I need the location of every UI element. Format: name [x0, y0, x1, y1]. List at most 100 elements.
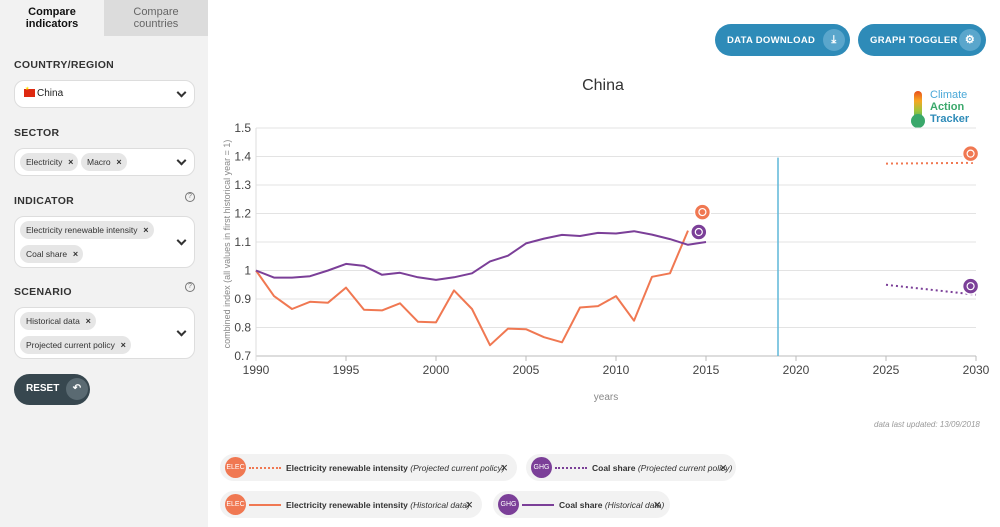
chevron-down-icon	[176, 155, 187, 166]
legend-item-coal-projected[interactable]: GHG Coal share (Projected current policy…	[526, 454, 736, 481]
pill-close-icon[interactable]: ×	[120, 340, 126, 350]
legend-close-icon[interactable]: ×	[653, 497, 661, 512]
download-icon: ⤓	[823, 29, 845, 51]
pill-label: Electricity	[26, 157, 63, 167]
legend-label: Coal share (Historical data)	[559, 500, 665, 510]
y-tick-label: 1	[244, 264, 251, 278]
pill-label: Projected current policy	[26, 340, 115, 350]
graph-toggler-button[interactable]: GRAPH TOGGLER ⚙	[858, 24, 986, 56]
toggler-label: GRAPH TOGGLER	[870, 35, 958, 46]
legend-item-coal-historical[interactable]: GHG Coal share (Historical data) ×	[493, 491, 670, 518]
logo-line2: Action	[930, 101, 965, 113]
series-line	[255, 230, 707, 281]
series-marker-glyph	[966, 149, 975, 158]
reset-button[interactable]: RESET ↶	[14, 374, 90, 405]
tab-compare-indicators[interactable]: Compare indicators	[0, 0, 104, 36]
country-label: COUNTRY/REGION	[14, 59, 115, 71]
series-marker-glyph	[966, 282, 975, 291]
pill-close-icon[interactable]: ×	[72, 249, 79, 259]
chart-title: China	[582, 77, 624, 94]
sector-select[interactable]: Electricity × Macro ×	[14, 148, 195, 176]
legend-label: Electricity renewable intensity (Project…	[286, 463, 505, 473]
y-axis-label: combined index (all values in first hist…	[222, 140, 232, 349]
ghg-icon: GHG	[531, 457, 552, 478]
indicator-pill-renewable: Electricity renewable intensity ×	[20, 221, 154, 239]
legend-swatch	[249, 467, 281, 469]
electricity-pylon-icon: ELEC	[225, 494, 246, 515]
indicator-select[interactable]: Electricity renewable intensity × Coal sh…	[14, 216, 195, 268]
series-marker	[693, 203, 712, 221]
undo-icon: ↶	[66, 378, 88, 400]
download-label: DATA DOWNLOAD	[727, 35, 816, 46]
pill-close-icon[interactable]: ×	[143, 225, 149, 235]
legend-swatch	[249, 504, 281, 506]
legend-item-elec-historical[interactable]: ELEC Electricity renewable intensity (Hi…	[220, 491, 482, 518]
tab-label: Compare countries	[133, 6, 179, 30]
ghg-icon: GHG	[498, 494, 519, 515]
pill-close-icon[interactable]: ×	[116, 157, 122, 167]
x-tick-label: 2005	[513, 363, 540, 377]
x-axis-label: years	[594, 392, 618, 403]
climate-action-tracker-logo: Climate Action Tracker	[910, 88, 990, 128]
x-tick-label: 2025	[873, 363, 900, 377]
series-line	[255, 230, 689, 347]
x-tick-label: 2030	[963, 363, 990, 377]
sector-label: SECTOR	[14, 127, 60, 139]
legend-swatch	[522, 504, 554, 506]
data-download-button[interactable]: DATA DOWNLOAD ⤓	[715, 24, 850, 56]
pill-close-icon[interactable]: ×	[85, 316, 91, 326]
gear-icon: ⚙	[959, 29, 981, 51]
x-tick-label: 2010	[603, 363, 630, 377]
y-tick-label: 0.7	[234, 349, 251, 363]
pill-label: Macro	[87, 157, 111, 167]
legend-item-elec-projected[interactable]: ELEC Electricity renewable intensity (Pr…	[220, 454, 517, 481]
legend-swatch	[555, 467, 587, 469]
y-tick-label: 1.4	[234, 150, 251, 164]
help-icon[interactable]: ?	[185, 282, 195, 292]
x-tick-label: 1995	[333, 363, 360, 377]
y-tick-label: 1.3	[234, 178, 251, 192]
series-marker	[961, 277, 980, 295]
pill-label: Coal share	[26, 249, 68, 259]
series-line	[885, 283, 977, 296]
legend-label: Coal share (Projected current policy)	[592, 463, 733, 473]
pill-close-icon[interactable]: ×	[68, 157, 74, 167]
chevron-down-icon	[176, 326, 187, 337]
indicator-pill-coal: Coal share ×	[20, 245, 84, 263]
scenario-select[interactable]: Historical data × Projected current polic…	[14, 307, 195, 359]
china-flag-icon	[24, 86, 35, 97]
tab-label: Compare indicators	[25, 6, 79, 30]
series-marker-glyph	[694, 227, 703, 237]
pill-label: Electricity renewable intensity	[26, 225, 138, 235]
legend-close-icon[interactable]: ×	[719, 460, 727, 475]
thermometer-icon	[914, 91, 922, 121]
sector-pill-macro: Macro ×	[81, 153, 127, 171]
y-tick-label: 1.5	[234, 121, 251, 135]
y-tick-label: 0.9	[234, 292, 251, 306]
scenario-pill-historical: Historical data ×	[20, 312, 96, 330]
sidebar: Compare indicators Compare countries COU…	[0, 0, 208, 527]
pill-label: Historical data	[26, 316, 80, 326]
country-value: China	[37, 88, 64, 99]
thermometer-bulb	[911, 114, 925, 128]
data-updated-note: data last updated: 13/09/2018	[874, 420, 980, 429]
legend-close-icon[interactable]: ×	[465, 497, 473, 512]
electricity-pylon-icon: ELEC	[225, 457, 246, 478]
legend-label: Electricity renewable intensity (Histori…	[286, 500, 470, 510]
line-chart: 0.7 0.8 0.9 1 1.1 1.2 1.3 1.4 1.5 1990 1995 2000 200…	[222, 121, 990, 403]
x-tick-label: 2000	[423, 363, 450, 377]
x-tick-label: 1990	[243, 363, 270, 377]
series-marker-glyph	[698, 207, 707, 217]
tab-compare-countries[interactable]: Compare countries	[104, 0, 208, 36]
scenario-label: SCENARIO	[14, 286, 72, 298]
scenario-pill-projected: Projected current policy ×	[20, 336, 131, 354]
help-icon[interactable]: ?	[185, 192, 195, 202]
legend-close-icon[interactable]: ×	[500, 460, 508, 475]
series-line	[885, 161, 977, 165]
y-tick-label: 1.2	[234, 207, 251, 221]
x-tick-label: 2015	[693, 363, 720, 377]
reset-label: RESET	[26, 383, 60, 394]
logo-line3: Tracker	[930, 113, 970, 125]
country-select[interactable]: China	[14, 80, 195, 108]
logo-line1: Climate	[930, 89, 968, 101]
